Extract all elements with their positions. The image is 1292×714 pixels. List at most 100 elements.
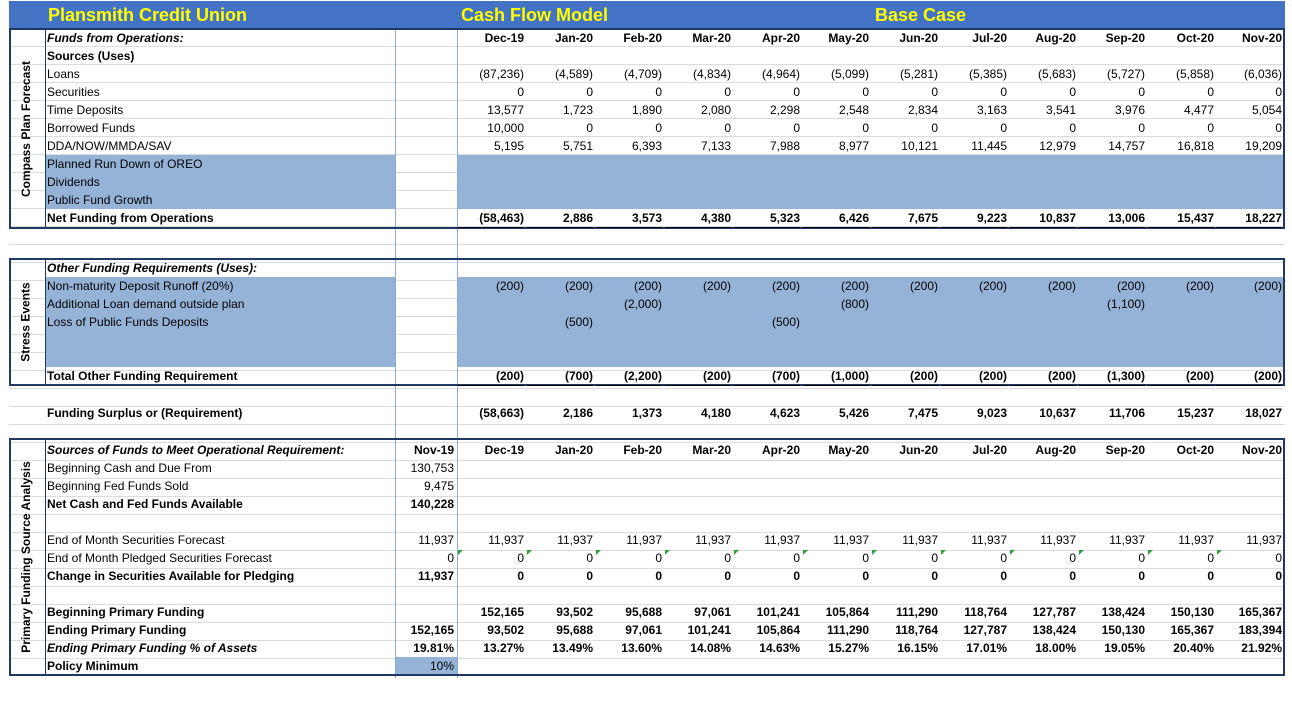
value-cell: 1,890: [631, 103, 662, 117]
row-label: Beginning Primary Funding: [47, 605, 205, 619]
value-cell: (500): [564, 315, 593, 329]
value-cell: 0: [1275, 569, 1282, 583]
value-cell: 0: [586, 121, 593, 135]
total-value: (200): [941, 367, 1007, 386]
value-cell: (200): [840, 279, 869, 293]
value-cell: [941, 295, 1007, 313]
grid-line: [9, 406, 1285, 407]
month-header: Aug-20: [1035, 31, 1076, 45]
total-value: (200): [872, 367, 938, 386]
cell-indicator-icon: [1079, 550, 1084, 555]
value-cell: 150,130: [1170, 605, 1214, 619]
month-header: Apr-20: [761, 443, 800, 457]
grid-line: [9, 622, 1285, 623]
value-cell: [1010, 313, 1076, 331]
value-cell: 0: [517, 85, 524, 99]
value-cell: 11,937: [971, 533, 1007, 547]
grid-line: [9, 262, 1285, 263]
surplus-value: 2,186: [562, 406, 593, 420]
month-header: Sep-20: [1105, 443, 1145, 457]
value-cell: 0: [862, 569, 869, 583]
column-separator: [457, 28, 458, 678]
value-cell: (6,036): [1243, 67, 1282, 81]
value-cell: 2,298: [769, 103, 800, 117]
total-value: (2,200): [596, 367, 662, 386]
grid-line: [9, 604, 1285, 605]
value-cell: 19,209: [1245, 139, 1282, 153]
value-cell: 8,977: [838, 139, 869, 153]
value-cell: 165,367: [1170, 623, 1214, 637]
grid-line: [9, 46, 1285, 47]
value-cell: [803, 313, 869, 331]
surplus-value: 15,237: [1177, 406, 1214, 420]
month-header: Aug-20: [1035, 443, 1076, 457]
value-cell: 0: [793, 569, 800, 583]
value-cell: 0: [862, 85, 869, 99]
value-cell: 97,061: [694, 605, 731, 619]
row-label: Securities: [47, 85, 100, 99]
month-header: Mar-20: [692, 443, 731, 457]
value-cell: 10,000: [487, 121, 524, 135]
value-cell: 14.63%: [759, 641, 800, 655]
surplus-value: 10,637: [1039, 406, 1076, 420]
surplus-value: (58,663): [479, 406, 524, 420]
grid-line: [9, 460, 1285, 461]
grid-line: [9, 532, 1285, 533]
value-cell: (200): [1185, 279, 1214, 293]
cell-indicator-icon: [1217, 550, 1222, 555]
grid-line: [9, 586, 1285, 587]
month-header: Jul-20: [972, 443, 1007, 457]
value-cell: 11,937: [626, 533, 662, 547]
grid-line: [9, 388, 1285, 389]
value-cell: 93,502: [487, 623, 524, 637]
value-cell: (4,834): [692, 67, 731, 81]
month-header: Nov-20: [1241, 31, 1282, 45]
value-cell: 138,424: [1032, 623, 1076, 637]
row-label: Change in Securities Available for Pledg…: [47, 569, 295, 583]
value-cell: [872, 313, 938, 331]
month-header: Nov-19: [413, 443, 454, 457]
side-separator: [45, 438, 46, 676]
value-cell: (500): [771, 315, 800, 329]
value-cell: 2,548: [838, 103, 869, 117]
section-title: Funds from Operations:: [47, 31, 184, 45]
header-band: [9, 1, 1285, 28]
value-cell: 138,424: [1101, 605, 1145, 619]
value-cell: (4,589): [554, 67, 593, 81]
value-cell: 183,394: [1238, 623, 1282, 637]
grid-line: [9, 514, 1285, 515]
month-header: Dec-19: [484, 443, 524, 457]
value-cell: [941, 313, 1007, 331]
surplus-label: Funding Surplus or (Requirement): [47, 406, 243, 420]
surplus-value: 4,180: [700, 406, 731, 420]
value-cell: 11,937: [557, 533, 593, 547]
value-cell: 11,937: [1040, 533, 1076, 547]
value-cell: [1148, 313, 1214, 331]
policy-fill: [396, 657, 457, 674]
cell-indicator-icon: [872, 550, 877, 555]
value-cell: 101,241: [687, 623, 731, 637]
value-cell: 0: [586, 569, 593, 583]
value-cell: [458, 295, 524, 313]
value-cell: 5,751: [562, 139, 593, 153]
value-cell: 0: [447, 551, 454, 565]
grid-line: [9, 136, 1285, 137]
value-cell: 0: [793, 551, 800, 565]
value-cell: 150,130: [1101, 623, 1145, 637]
value-cell: (5,385): [968, 67, 1007, 81]
value-cell: (800): [840, 297, 869, 311]
value-cell: 3,976: [1114, 103, 1145, 117]
value-cell: 118,764: [895, 623, 938, 637]
row-label: Ending Primary Funding % of Assets: [47, 641, 258, 655]
month-header: Oct-20: [1176, 31, 1214, 45]
total-value: 13,006: [1079, 209, 1145, 228]
month-header: May-20: [828, 31, 869, 45]
policy-label: Policy Minimum: [47, 659, 139, 673]
side-separator: [45, 258, 46, 386]
grid-line: [9, 244, 1285, 245]
total-value: 6,426: [803, 209, 869, 228]
cell-indicator-icon: [734, 550, 739, 555]
value-cell: 140,228: [410, 497, 454, 511]
grid-line: [9, 64, 1285, 65]
grid-line: [9, 82, 1285, 83]
